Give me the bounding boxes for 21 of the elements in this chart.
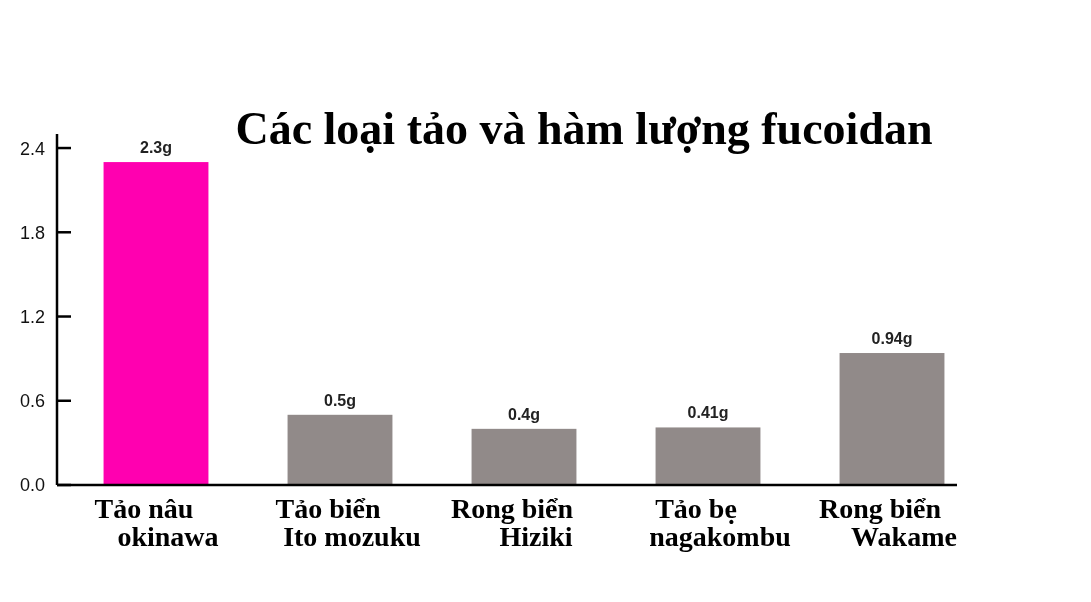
x-tick-label: Tảo bẹ nagakombu: [649, 493, 791, 552]
bar: [103, 162, 209, 485]
chart-title: Các loại tảo và hàm lượng fucoidan: [235, 103, 933, 154]
y-tick-label: 2.4: [19, 138, 45, 159]
y-tick-label: 1.8: [19, 222, 45, 243]
y-tick-label: 1.2: [19, 307, 45, 327]
data-label: 0.41g: [687, 404, 729, 422]
y-tick-label: 0.6: [19, 391, 45, 412]
bar: [287, 414, 393, 485]
bar: [655, 427, 761, 485]
x-tick-label: Tảo biển Ito mozuku: [275, 493, 421, 552]
x-tick-label: Rong biển Hiziki: [450, 493, 574, 552]
data-label: 0.5g: [323, 391, 357, 409]
data-label: 0.4g: [507, 405, 541, 423]
x-tick-label: Tảo nâu okinawa: [94, 493, 219, 552]
bar: [471, 428, 577, 485]
y-tick-label: 0.0: [19, 475, 45, 496]
data-label: 0.94g: [871, 330, 913, 348]
data-label: 2.3g: [139, 139, 173, 157]
bar: [839, 353, 945, 485]
x-tick-label: Rong biển Wakame: [818, 493, 957, 552]
